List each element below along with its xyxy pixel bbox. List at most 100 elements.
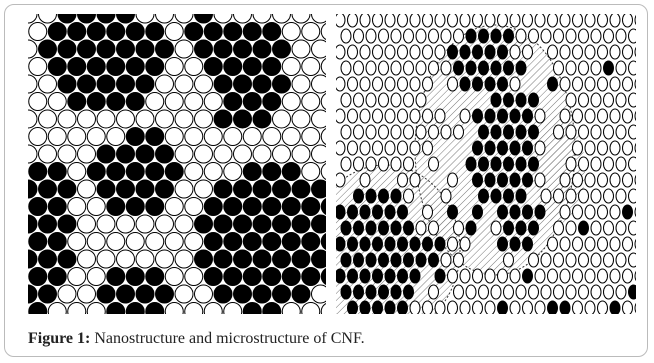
particle [410,237,420,251]
particle [348,13,358,27]
particle [485,269,495,283]
particle [585,205,595,219]
particle [591,29,601,43]
particle [516,189,526,203]
particle [635,13,645,27]
particle [485,173,495,187]
particle [117,5,135,23]
particle [253,5,271,23]
particle [366,29,376,43]
particle [629,221,639,235]
particle [273,145,291,163]
particle [404,189,414,203]
particle [214,40,232,58]
particle [448,173,458,187]
particle [448,13,458,27]
particle [554,29,564,43]
particle [19,215,37,233]
particle [441,125,451,139]
particle [610,205,620,219]
particle [126,163,144,181]
particle [373,45,383,59]
particle [354,221,364,235]
particle [498,301,508,315]
particle [354,157,364,171]
particle [165,58,183,76]
particle [58,5,76,23]
particle [504,285,514,299]
particle [126,303,144,321]
particle [29,128,47,146]
particle [263,23,281,41]
particle [78,250,96,268]
particle [117,145,135,163]
particle [146,23,164,41]
particle [435,45,445,59]
particle [435,269,445,283]
particle [253,250,271,268]
particle [224,93,242,111]
particle [373,301,383,315]
particle [253,145,271,163]
particle [385,77,395,91]
particle [185,233,203,251]
particle [510,205,520,219]
particle [39,40,57,58]
particle [107,233,125,251]
particle [185,58,203,76]
particle [391,29,401,43]
particle [510,45,520,59]
particle [146,58,164,76]
particle [591,253,601,267]
particle [641,29,651,43]
particle [423,77,433,91]
particle [579,285,589,299]
particle [379,157,389,171]
particle [441,253,451,267]
particle [598,141,608,155]
particle [78,40,96,58]
particle [541,29,551,43]
particle [312,180,330,198]
particle [560,109,570,123]
particle [454,29,464,43]
particle [97,145,115,163]
particle [204,93,222,111]
particle [348,205,358,219]
particle [579,317,589,325]
particle [466,221,476,235]
particle [416,125,426,139]
particle [485,77,495,91]
particle [29,58,47,76]
particle [510,141,520,155]
particle [204,163,222,181]
particle [535,141,545,155]
particle [68,93,86,111]
page: {"figure": {"label": "Figure 1:", "capti… [0,0,654,363]
particle [126,23,144,41]
particle [360,109,370,123]
particle [566,29,576,43]
particle [78,75,96,93]
particle [460,269,470,283]
particle [441,189,451,203]
particle [366,253,376,267]
particle [460,237,470,251]
particle [19,180,37,198]
particle [146,93,164,111]
particle [610,141,620,155]
particle [379,253,389,267]
particle [292,110,310,128]
particle [165,93,183,111]
particle [504,253,514,267]
particle [335,205,345,219]
particle [410,141,420,155]
particle [39,75,57,93]
particle [485,301,495,315]
particle [302,58,320,76]
particle [379,29,389,43]
particle [379,285,389,299]
particle [29,93,47,111]
particle [635,109,645,123]
particle [165,128,183,146]
